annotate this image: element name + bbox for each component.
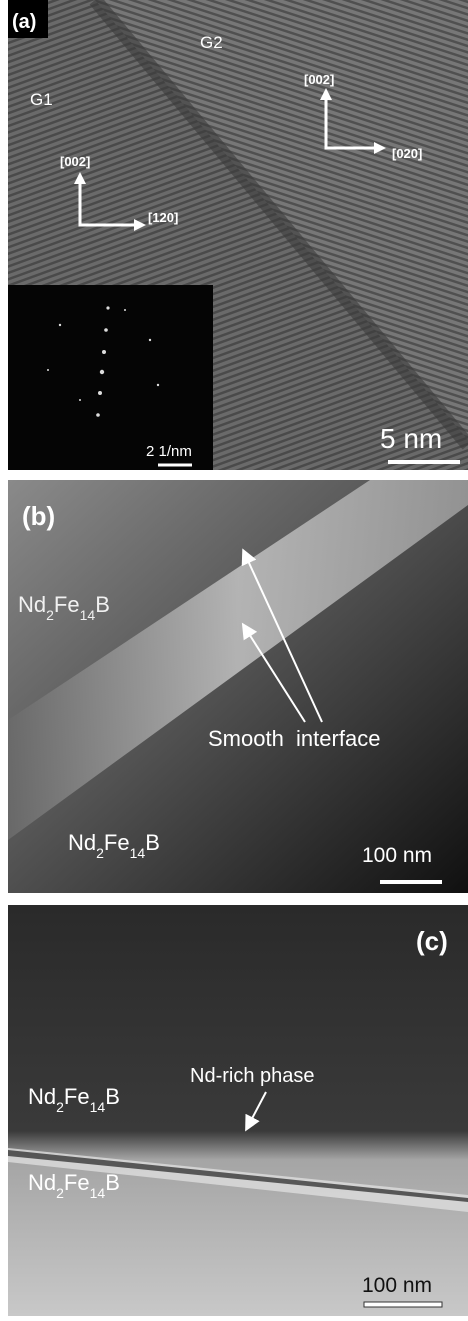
formula-part: 2 xyxy=(46,607,54,623)
direction-label: [002] xyxy=(304,72,334,87)
formula-part: B xyxy=(105,1170,120,1195)
formula-part: 14 xyxy=(80,607,96,623)
formula-part: B xyxy=(105,1084,120,1109)
formula-part: Fe xyxy=(64,1170,90,1195)
panel-label: (a) xyxy=(12,11,36,33)
scale-label: 5 nm xyxy=(380,423,442,454)
formula-part: Fe xyxy=(54,592,80,617)
formula-part: Nd xyxy=(28,1084,56,1109)
grain-label: G2 xyxy=(200,33,223,52)
panel-label: (b) xyxy=(22,501,55,531)
formula-part: Fe xyxy=(104,830,130,855)
scale-label: 100 nm xyxy=(362,1274,432,1297)
formula-part: 2 xyxy=(56,1185,64,1201)
formula-part: Nd xyxy=(68,830,96,855)
direction-label: [120] xyxy=(148,210,178,225)
annotation: Nd-rich phase xyxy=(190,1065,315,1087)
inset-scale-label: 2 1/nm xyxy=(146,443,192,460)
figure: (a) G1 G2 [002] [120] [002] [020] 2 1/nm… xyxy=(0,0,468,1316)
panel-label: (c) xyxy=(416,926,448,956)
scale-bar xyxy=(364,1302,442,1307)
annotation: Smooth interface xyxy=(208,726,380,751)
formula-part: B xyxy=(95,592,110,617)
formula-part: 14 xyxy=(90,1185,106,1201)
panel-a: (a) G1 G2 [002] [120] [002] [020] 2 1/nm… xyxy=(8,0,468,470)
panel-c: (c) Nd2Fe14B Nd2Fe14B Nd-rich phase 100 … xyxy=(8,905,468,1316)
formula-part: Nd xyxy=(18,592,46,617)
grain-label: G1 xyxy=(30,90,53,109)
panel-b: (b) Nd2Fe14B Nd2Fe14B Smooth interface 1… xyxy=(8,480,468,893)
formula-part: Nd xyxy=(28,1170,56,1195)
formula-part: B xyxy=(145,830,160,855)
direction-label: [020] xyxy=(392,146,422,161)
tem-image xyxy=(8,905,468,1316)
formula-part: 2 xyxy=(96,845,104,861)
formula-part: 14 xyxy=(90,1099,106,1115)
formula-part: Fe xyxy=(64,1084,90,1109)
scale-label: 100 nm xyxy=(362,844,432,867)
formula-part: 14 xyxy=(130,845,146,861)
direction-label: [002] xyxy=(60,154,90,169)
formula-part: 2 xyxy=(56,1099,64,1115)
